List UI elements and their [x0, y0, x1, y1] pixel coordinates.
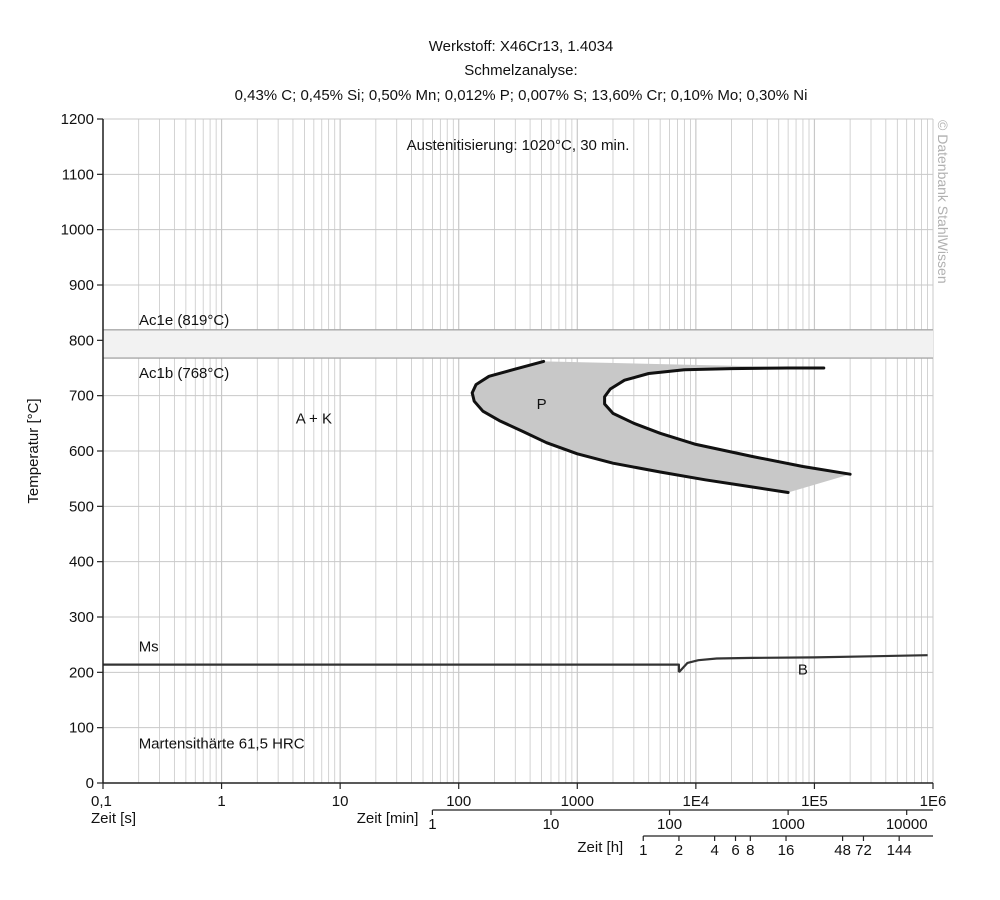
y-tick-label: 500 [69, 498, 94, 515]
watermark: © Datenbank StahlWissen [935, 120, 951, 284]
pearlite-start-curve [470, 359, 790, 494]
x-hours-axis-label: Zeit [h] [577, 839, 623, 856]
x-seconds-tick-label: 1E5 [801, 793, 828, 810]
y-tick-label: 200 [69, 664, 94, 681]
region-label: Ms [139, 638, 159, 655]
chart-title-line-2: Schmelzanalyse: [464, 62, 577, 79]
ac-band [103, 329, 933, 359]
x-seconds-tick-label: 0,1 [91, 793, 112, 810]
chart-title-line-1: Werkstoff: X46Cr13, 1.4034 [429, 38, 614, 55]
x-hours-tick-label: 144 [887, 842, 912, 859]
y-tick-label: 100 [69, 720, 94, 737]
bainite-line [678, 654, 928, 674]
ac1e-label: Ac1e (819°C) [139, 312, 229, 329]
x-hours-tick-label: 1 [639, 842, 647, 859]
region-label: P [537, 396, 547, 413]
x-hours-tick-label: 4 [710, 842, 718, 859]
ac1b-label: Ac1b (768°C) [139, 365, 229, 382]
axes: 0100200300400500600700800900100011001200… [61, 111, 947, 859]
region-label: A + K [296, 410, 332, 427]
pearlite-fill [472, 361, 851, 493]
x-minutes-tick-label: 100 [657, 816, 682, 833]
y-axis-label: Temperatur [°C] [25, 398, 42, 503]
x-seconds-tick-label: 10 [332, 793, 349, 810]
y-tick-label: 800 [69, 332, 94, 349]
x-minutes-tick-label: 10 [543, 816, 560, 833]
y-tick-label: 0 [86, 775, 94, 792]
x-seconds-tick-label: 1E6 [920, 793, 947, 810]
x-seconds-axis-label: Zeit [s] [91, 810, 136, 827]
y-tick-label: 400 [69, 554, 94, 571]
chart-title-line-3: 0,43% C; 0,45% Si; 0,50% Mn; 0,012% P; 0… [235, 87, 808, 104]
x-hours-tick-label: 72 [855, 842, 872, 859]
x-hours-tick-label: 48 [834, 842, 851, 859]
x-hours-tick-label: 2 [675, 842, 683, 859]
x-minutes-tick-label: 1 [428, 816, 436, 833]
x-minutes-tick-label: 1000 [771, 816, 804, 833]
x-minutes-tick-label: 10000 [886, 816, 928, 833]
annotations: Ac1e (819°C) Ac1b (768°C) A + K P B Ms Martens… [139, 312, 808, 753]
region-label: B [798, 662, 808, 679]
ms-line [103, 663, 680, 673]
y-tick-label: 1200 [61, 111, 94, 128]
x-seconds-tick-label: 1 [217, 793, 225, 810]
x-seconds-tick-label: 100 [446, 793, 471, 810]
transformation-curves [103, 359, 928, 674]
y-tick-label: 600 [69, 443, 94, 460]
pearlite-region [472, 361, 851, 493]
x-seconds-tick-label: 1000 [561, 793, 594, 810]
grid [102, 118, 934, 784]
ac-band-fill [103, 329, 933, 359]
x-hours-tick-label: 16 [778, 842, 795, 859]
x-hours-tick-label: 8 [746, 842, 754, 859]
y-tick-label: 1100 [62, 166, 94, 183]
x-minutes-axis-label: Zeit [min] [357, 810, 419, 827]
region-label: Martensithärte 61,5 HRC [139, 736, 305, 753]
y-tick-label: 900 [69, 277, 94, 294]
y-tick-label: 300 [69, 609, 94, 626]
pearlite-end-curve [603, 366, 852, 476]
y-tick-label: 1000 [61, 222, 94, 239]
x-hours-tick-label: 6 [731, 842, 739, 859]
austenitization-label: Austenitisierung: 1020°C, 30 min. [407, 137, 630, 154]
x-seconds-tick-label: 1E4 [683, 793, 710, 810]
y-tick-label: 700 [69, 388, 94, 405]
